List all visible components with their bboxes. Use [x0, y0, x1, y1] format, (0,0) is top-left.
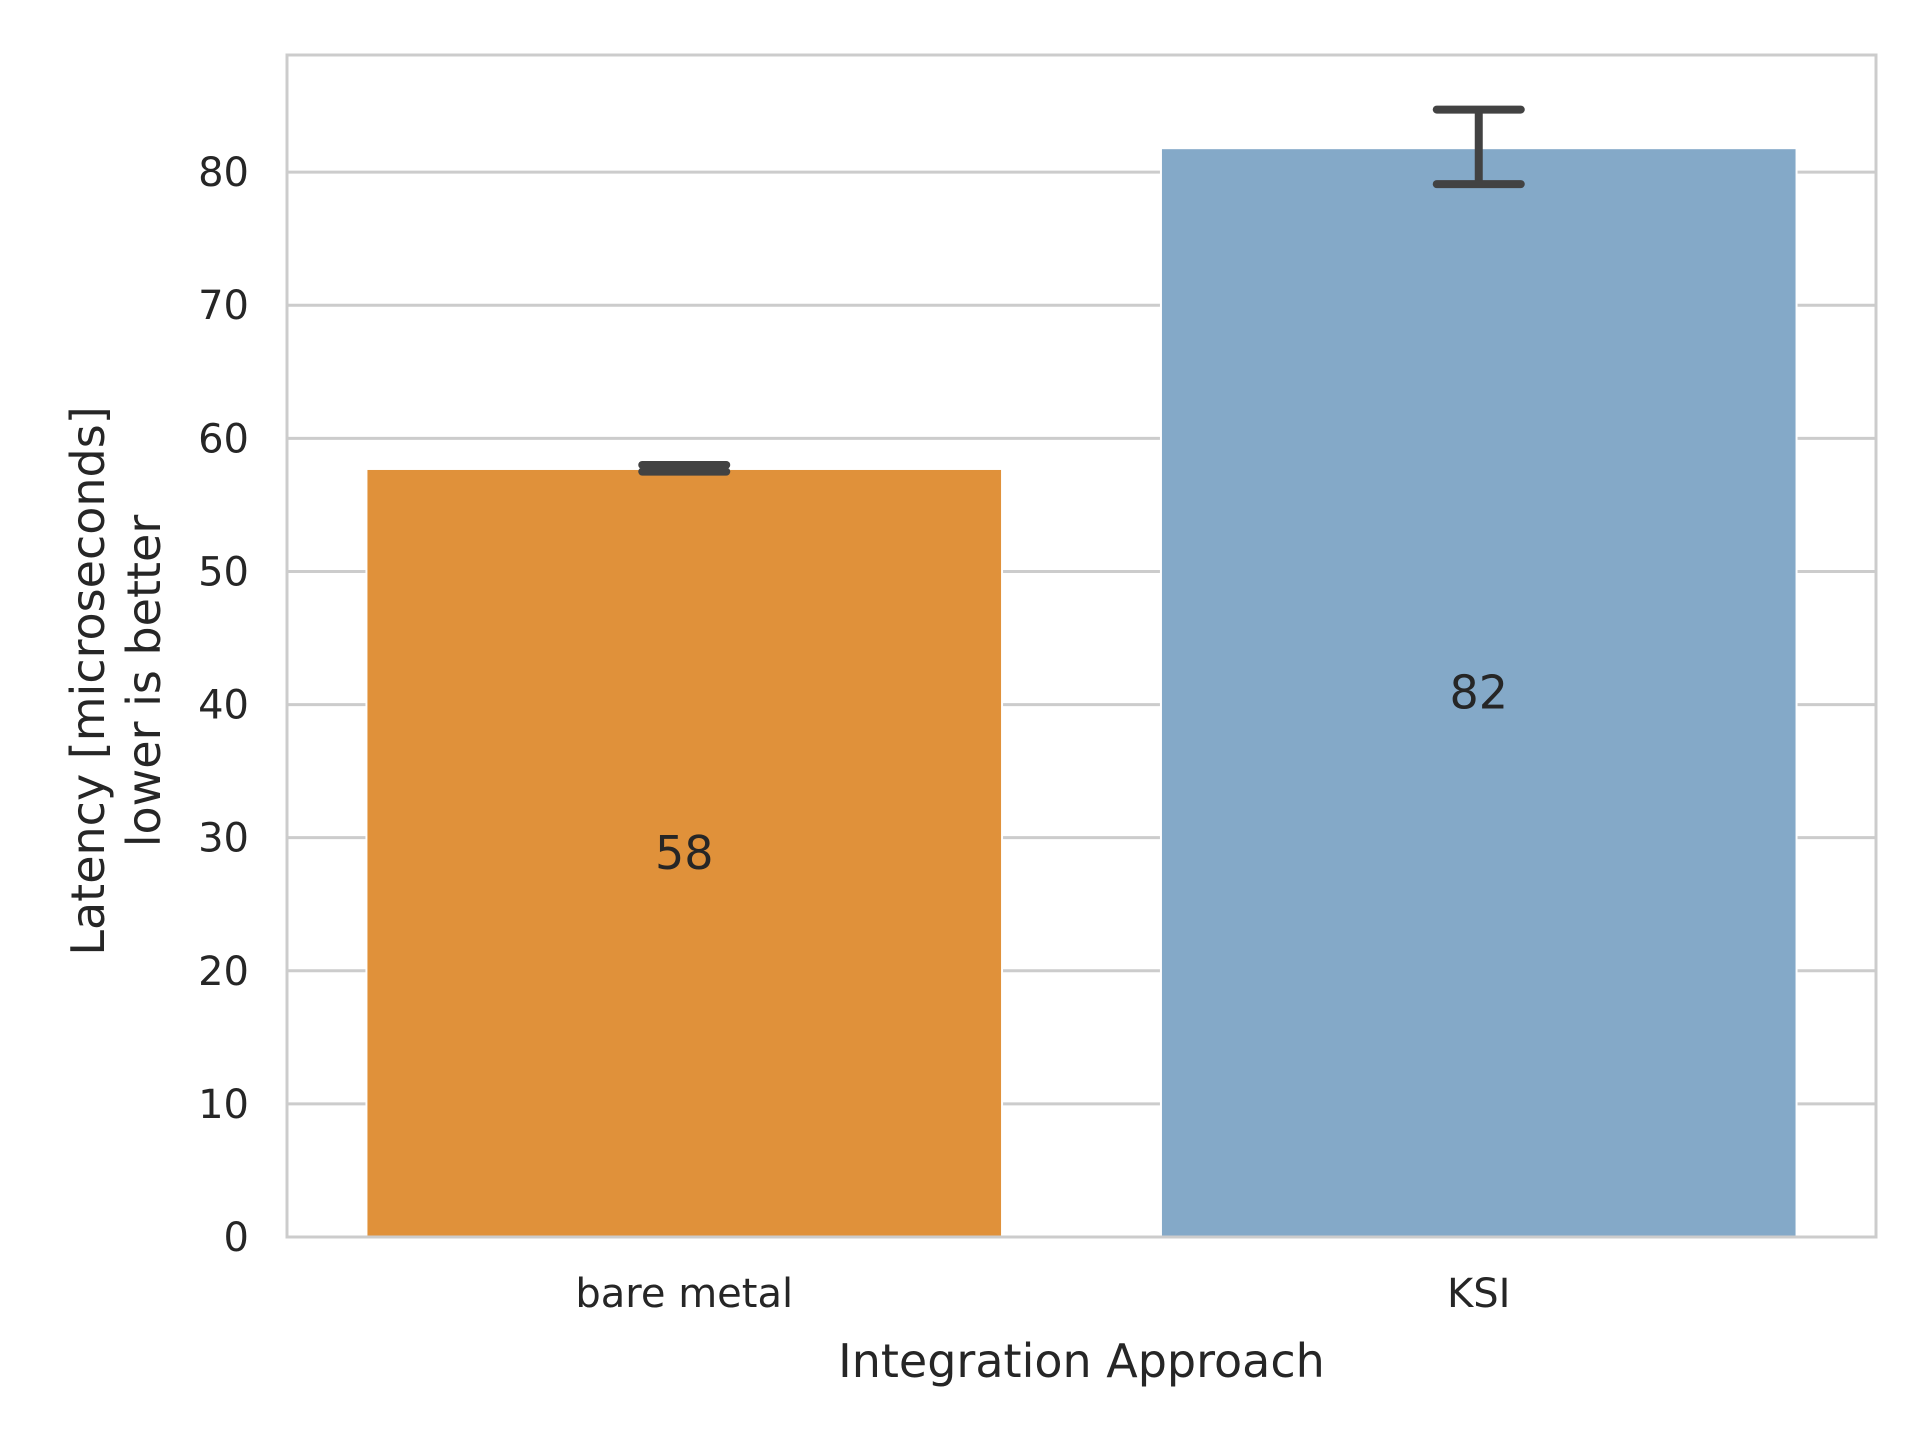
y-tick-label: 20 — [198, 949, 249, 995]
y-tick-label: 40 — [198, 683, 249, 729]
y-tick-label: 80 — [198, 150, 249, 196]
bar-value-labels: 58 82 — [655, 666, 1508, 880]
y-axis-title: Latency [microseconds] — [61, 406, 115, 955]
y-axis-ticks: 0 10 20 30 40 50 60 70 80 — [198, 150, 249, 1261]
y-tick-label: 10 — [198, 1082, 249, 1128]
bar-value-label: 82 — [1449, 666, 1508, 720]
y-axis-subtitle: lower is better — [117, 515, 171, 848]
bar — [1159, 147, 1798, 1239]
y-tick-label: 60 — [198, 416, 249, 462]
y-tick-label: 30 — [198, 816, 249, 862]
bars — [365, 147, 1798, 1239]
x-axis-ticks: bare metal KSI — [575, 1271, 1510, 1317]
bar — [365, 467, 1004, 1239]
x-axis-title: Integration Approach — [838, 1334, 1325, 1388]
error-bars — [638, 105, 1525, 476]
y-tick-label: 50 — [198, 549, 249, 595]
y-tick-label: 70 — [198, 283, 249, 329]
plot-frame — [285, 53, 1878, 1239]
x-tick-label: KSI — [1447, 1271, 1510, 1317]
x-tick-label: bare metal — [575, 1271, 793, 1317]
y-tick-label: 0 — [224, 1215, 249, 1261]
bar-value-label: 58 — [655, 826, 714, 880]
